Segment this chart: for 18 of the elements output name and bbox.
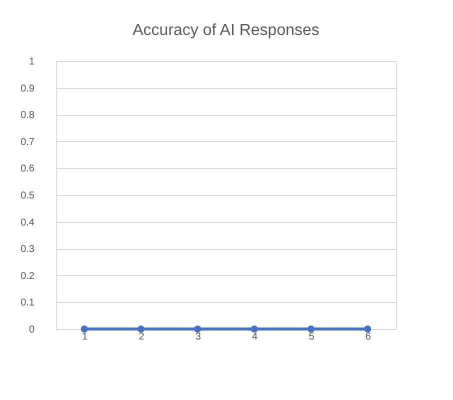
- y-tick-label: 0.4: [20, 217, 35, 228]
- y-tick-label: 0.6: [20, 164, 35, 175]
- x-tick-label: 2: [138, 332, 145, 342]
- y-tick-label: 0: [28, 324, 35, 336]
- y-tick-label: 0.9: [20, 83, 35, 94]
- x-tick-label: 3: [195, 332, 202, 342]
- x-tick-label: 4: [252, 332, 258, 342]
- x-tick-label: 5: [308, 332, 315, 342]
- y-tick-label: 0.2: [20, 270, 35, 282]
- x-tick-label: 6: [365, 332, 372, 342]
- x-tick-label: 1: [82, 332, 88, 342]
- y-tick-label: 0.3: [20, 244, 35, 256]
- y-tick-label: 0.8: [20, 110, 35, 122]
- y-tick-label: 0.5: [20, 190, 35, 202]
- y-tick-label: 1: [28, 56, 35, 68]
- chart-title: Accuracy of AI Responses: [132, 22, 320, 39]
- y-tick-label: 0.1: [20, 298, 35, 309]
- y-tick-label: 0.7: [20, 136, 35, 148]
